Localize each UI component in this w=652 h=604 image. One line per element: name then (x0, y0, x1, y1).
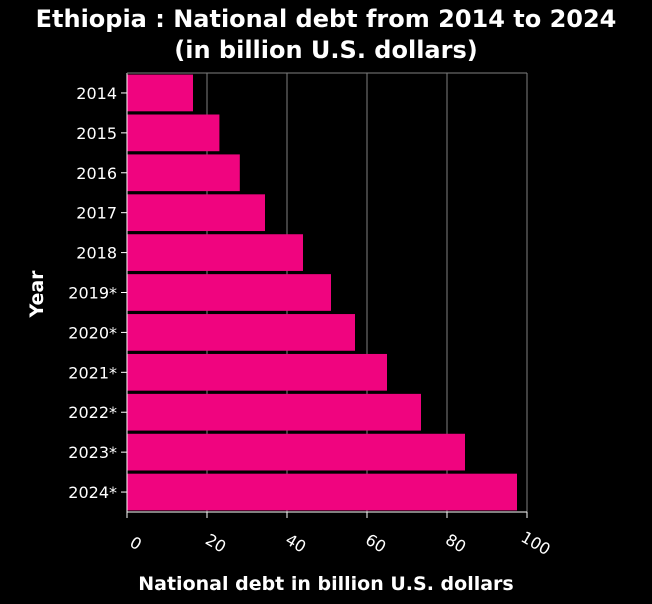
y-axis-label: Year (26, 270, 48, 319)
bar-2017 (127, 194, 265, 232)
bar-2015 (127, 114, 220, 152)
y-tick-label: 2019* (68, 284, 117, 303)
y-ticks: 2014 2015 2016 2017 2018 2019* 2020* 2021* 2022*… (68, 84, 127, 502)
bar-2020 (127, 314, 355, 351)
bar-2023 (127, 433, 465, 471)
x-tick-label: 40 (282, 530, 309, 557)
x-tick-label: 0 (127, 532, 145, 554)
x-ticks: 0 20 40 60 80 100 (126, 512, 554, 559)
y-tick-label: 2017 (76, 204, 117, 223)
x-axis-label: National debt in billion U.S. dollars (138, 573, 513, 595)
bar-2024 (127, 473, 517, 511)
bars (127, 74, 517, 511)
bar-2019 (127, 274, 331, 311)
chart-title-line2: (in billion U.S. dollars) (174, 36, 477, 64)
bar-2016 (127, 154, 240, 192)
y-tick-label: 2022* (68, 403, 117, 422)
x-tick-label: 20 (202, 530, 229, 557)
y-tick-label: 2016 (76, 164, 117, 183)
bar-2018 (127, 234, 303, 271)
bar-2021 (127, 353, 387, 391)
y-tick-label: 2015 (76, 124, 117, 143)
x-tick-label: 80 (442, 530, 469, 557)
bar-2022 (127, 393, 421, 431)
y-tick-label: 2023* (68, 443, 117, 462)
x-tick-label: 60 (362, 530, 389, 557)
y-tick-label: 2020* (68, 323, 117, 342)
y-tick-label: 2018 (76, 244, 117, 263)
y-tick-label: 2014 (76, 84, 117, 103)
bar-2014 (127, 74, 193, 112)
chart-title-line1: Ethiopia : National debt from 2014 to 20… (36, 5, 617, 33)
y-tick-label: 2021* (68, 363, 117, 382)
x-tick-label: 100 (518, 527, 554, 559)
y-tick-label: 2024* (68, 483, 117, 502)
